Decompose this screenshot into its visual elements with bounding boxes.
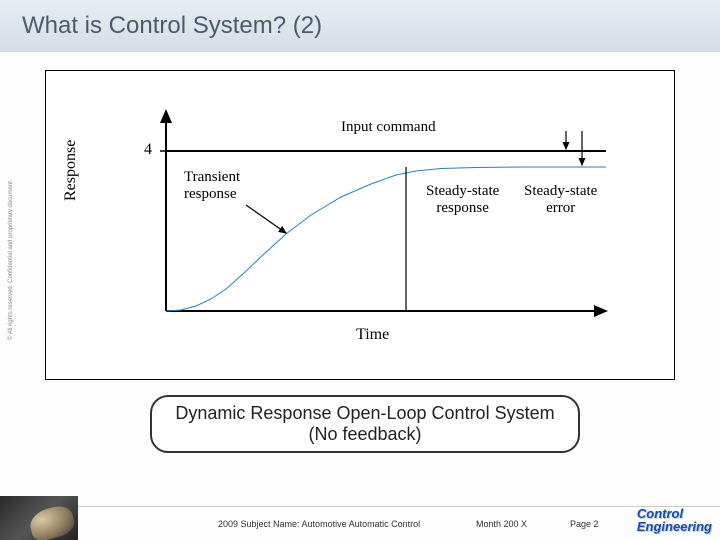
chart-svg — [96, 101, 626, 361]
label-input-command: Input command — [341, 119, 436, 136]
footer-thumbnail — [0, 496, 78, 540]
footer: 2009 Subject Name: Automotive Automatic … — [0, 496, 720, 540]
chart-frame: Response Time 4 Input command Transient … — [45, 70, 675, 380]
caption-text: Dynamic Response Open-Loop Control Syste… — [164, 403, 566, 445]
footer-month: Month 200 X — [476, 519, 527, 529]
caption-box: Dynamic Response Open-Loop Control Syste… — [150, 395, 580, 453]
x-axis-label: Time — [356, 326, 389, 344]
footer-bar: 2009 Subject Name: Automotive Automatic … — [78, 506, 720, 540]
footer-logo: Control Engineering — [637, 507, 712, 534]
footer-page: Page 2 — [570, 519, 599, 529]
label-steady-error: Steady-state error — [524, 183, 597, 217]
footer-subject: 2009 Subject Name: Automotive Automatic … — [218, 519, 420, 529]
title-text: What is Control System? (2) — [22, 12, 322, 39]
response-chart: Response Time 4 Input command Transient … — [96, 101, 626, 331]
copyright-vertical: © All rights reserved. Confidential and … — [8, 179, 14, 340]
label-transient: Transient response — [184, 169, 240, 203]
y-tick-4: 4 — [144, 141, 152, 159]
logo-line2: Engineering — [637, 520, 712, 534]
logo-line1: Control — [637, 507, 712, 521]
slide-title: What is Control System? (2) — [0, 0, 720, 52]
y-axis-label: Response — [62, 140, 80, 201]
label-steady-response: Steady-state response — [426, 183, 499, 217]
